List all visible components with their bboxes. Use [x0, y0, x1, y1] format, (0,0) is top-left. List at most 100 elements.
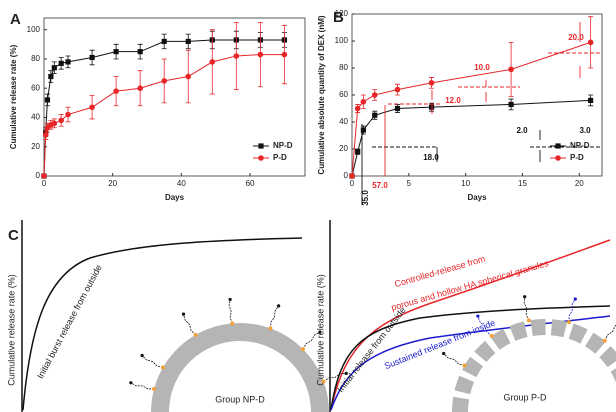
curve-label: Initial burst release from outside — [35, 263, 104, 380]
anchor-dot — [462, 363, 467, 368]
drug-end — [573, 297, 577, 301]
legend-label: P-D — [273, 153, 287, 162]
marker — [44, 97, 51, 103]
sustained-label: Sustained release from inside — [383, 318, 497, 372]
annotation: 2.0 — [516, 126, 528, 135]
panel-label: A — [10, 11, 21, 28]
drug-chain — [270, 305, 279, 329]
marker — [394, 86, 401, 93]
marker — [137, 49, 143, 55]
y-tick-label: 80 — [31, 54, 40, 63]
marker — [65, 59, 71, 65]
drug-chain — [443, 353, 465, 366]
marker — [161, 38, 167, 45]
series-line — [351, 99, 591, 177]
drug-end — [181, 312, 186, 316]
panel-label: C — [8, 227, 19, 244]
anchor-dot — [526, 318, 531, 323]
y-tick-label: 40 — [31, 113, 40, 122]
marker — [257, 51, 264, 58]
marker — [48, 73, 54, 80]
y-axis-label: Cumulative release rate (%) — [315, 274, 325, 386]
series-line — [43, 39, 285, 177]
marker — [360, 98, 367, 105]
y-tick-label: 0 — [36, 171, 41, 180]
series-line — [351, 41, 591, 177]
marker — [185, 38, 191, 45]
x-tick-label: 20 — [575, 179, 584, 188]
marker — [185, 73, 192, 80]
anchor-dot — [193, 332, 198, 337]
initial-label: Initial release from outside — [335, 305, 408, 394]
anchor-dot — [300, 347, 305, 352]
marker — [58, 117, 64, 124]
y-tick-label: 60 — [31, 83, 40, 92]
x-tick-label: 20 — [108, 179, 117, 188]
anchor-dot — [152, 386, 157, 391]
marker — [42, 132, 49, 138]
drug-end — [228, 297, 232, 302]
legend-marker — [258, 143, 264, 149]
x-axis-label: Days — [165, 193, 185, 202]
anchor-dot — [602, 338, 607, 343]
annotation: 12.0 — [445, 96, 461, 105]
drug-end — [442, 351, 446, 356]
marker — [371, 92, 378, 98]
anchor-dot — [489, 333, 494, 338]
marker — [428, 80, 435, 86]
legend-marker — [555, 143, 561, 149]
drug-chain — [568, 298, 576, 323]
marker — [51, 120, 58, 127]
anchor-dot — [567, 320, 572, 325]
plot-frame — [43, 17, 306, 177]
plot-frame — [351, 13, 603, 177]
panel-label: B — [333, 9, 344, 26]
drug-end — [129, 381, 133, 385]
anchor-dot — [268, 326, 273, 331]
marker — [89, 104, 95, 111]
x-tick-label: 10 — [461, 179, 470, 188]
drug-chain — [477, 316, 492, 337]
legend-label: NP-D — [273, 141, 293, 150]
drug-chain — [130, 382, 155, 390]
marker — [209, 59, 216, 65]
group-label: Group P-D — [503, 392, 547, 402]
y-axis-label: Cumulative absolute quantity of DEX (nM) — [317, 15, 326, 174]
drug-end — [277, 304, 281, 308]
marker — [508, 101, 514, 108]
legend-marker — [258, 155, 264, 161]
y-tick-label: 120 — [335, 9, 349, 18]
annotation: 20.0 — [568, 33, 584, 42]
legend-marker — [555, 155, 561, 161]
drug-chain — [523, 296, 530, 321]
y-tick-label: 40 — [339, 117, 348, 126]
x-tick-label: 60 — [246, 179, 255, 188]
x-tick-label: 0 — [42, 179, 47, 188]
anchor-dot — [321, 379, 326, 384]
y-tick-label: 60 — [339, 90, 348, 99]
marker — [428, 104, 435, 110]
marker — [360, 127, 366, 133]
x-tick-label: 15 — [518, 179, 527, 188]
marker — [354, 105, 361, 112]
marker — [113, 49, 119, 55]
drug-end — [344, 371, 348, 375]
legend-label: P-D — [570, 153, 584, 162]
anchor-dot — [230, 321, 235, 326]
drug-chain — [183, 314, 196, 336]
marker — [372, 112, 378, 118]
drug-chain — [302, 331, 321, 350]
controlled-curve — [330, 239, 611, 411]
marker — [233, 53, 240, 59]
diagram-left: Cumulative release rate (%) Initial burs… — [6, 220, 329, 412]
diagram-right: Cumulative release rate (%) Controlled-r… — [315, 220, 616, 412]
marker — [41, 173, 47, 179]
sphere — [452, 319, 616, 412]
drug-chain — [604, 324, 616, 341]
marker — [587, 39, 594, 46]
drug-end — [523, 295, 527, 299]
marker — [355, 149, 361, 155]
drug-chain — [323, 372, 347, 382]
y-axis-label: Cumulative release rate (%) — [6, 274, 16, 386]
